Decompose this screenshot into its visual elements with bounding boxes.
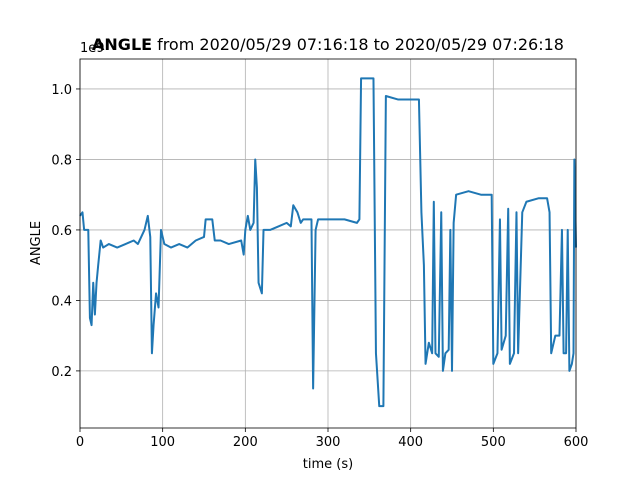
x-tick-label: 400 <box>398 435 423 450</box>
x-tick-label: 300 <box>316 435 341 450</box>
x-tick-label: 100 <box>150 435 175 450</box>
y-tick-label: 0.8 <box>51 153 72 168</box>
y-tick-label: 0.4 <box>51 294 72 309</box>
plot-frame <box>79 58 577 429</box>
x-tick-label: 600 <box>564 435 589 450</box>
chart-title: ANGLE from 2020/05/29 07:16:18 to 2020/05… <box>92 35 564 54</box>
y-tick-label: 0.2 <box>51 365 72 380</box>
y-tick-label: 0.6 <box>51 224 72 239</box>
data-line <box>79 77 577 408</box>
x-tick-label: 0 <box>76 435 84 450</box>
x-axis-label: time (s) <box>303 457 353 472</box>
y-tick-label: 1.0 <box>51 83 72 98</box>
y-offset-label: 1e9 <box>80 41 105 56</box>
x-tick-label: 200 <box>233 435 258 450</box>
title-rest: from 2020/05/29 07:16:18 to 2020/05/29 0… <box>157 35 564 54</box>
x-tick-label: 500 <box>481 435 506 450</box>
y-axis-label: ANGLE <box>29 221 44 265</box>
title-bold: ANGLE <box>92 35 152 54</box>
